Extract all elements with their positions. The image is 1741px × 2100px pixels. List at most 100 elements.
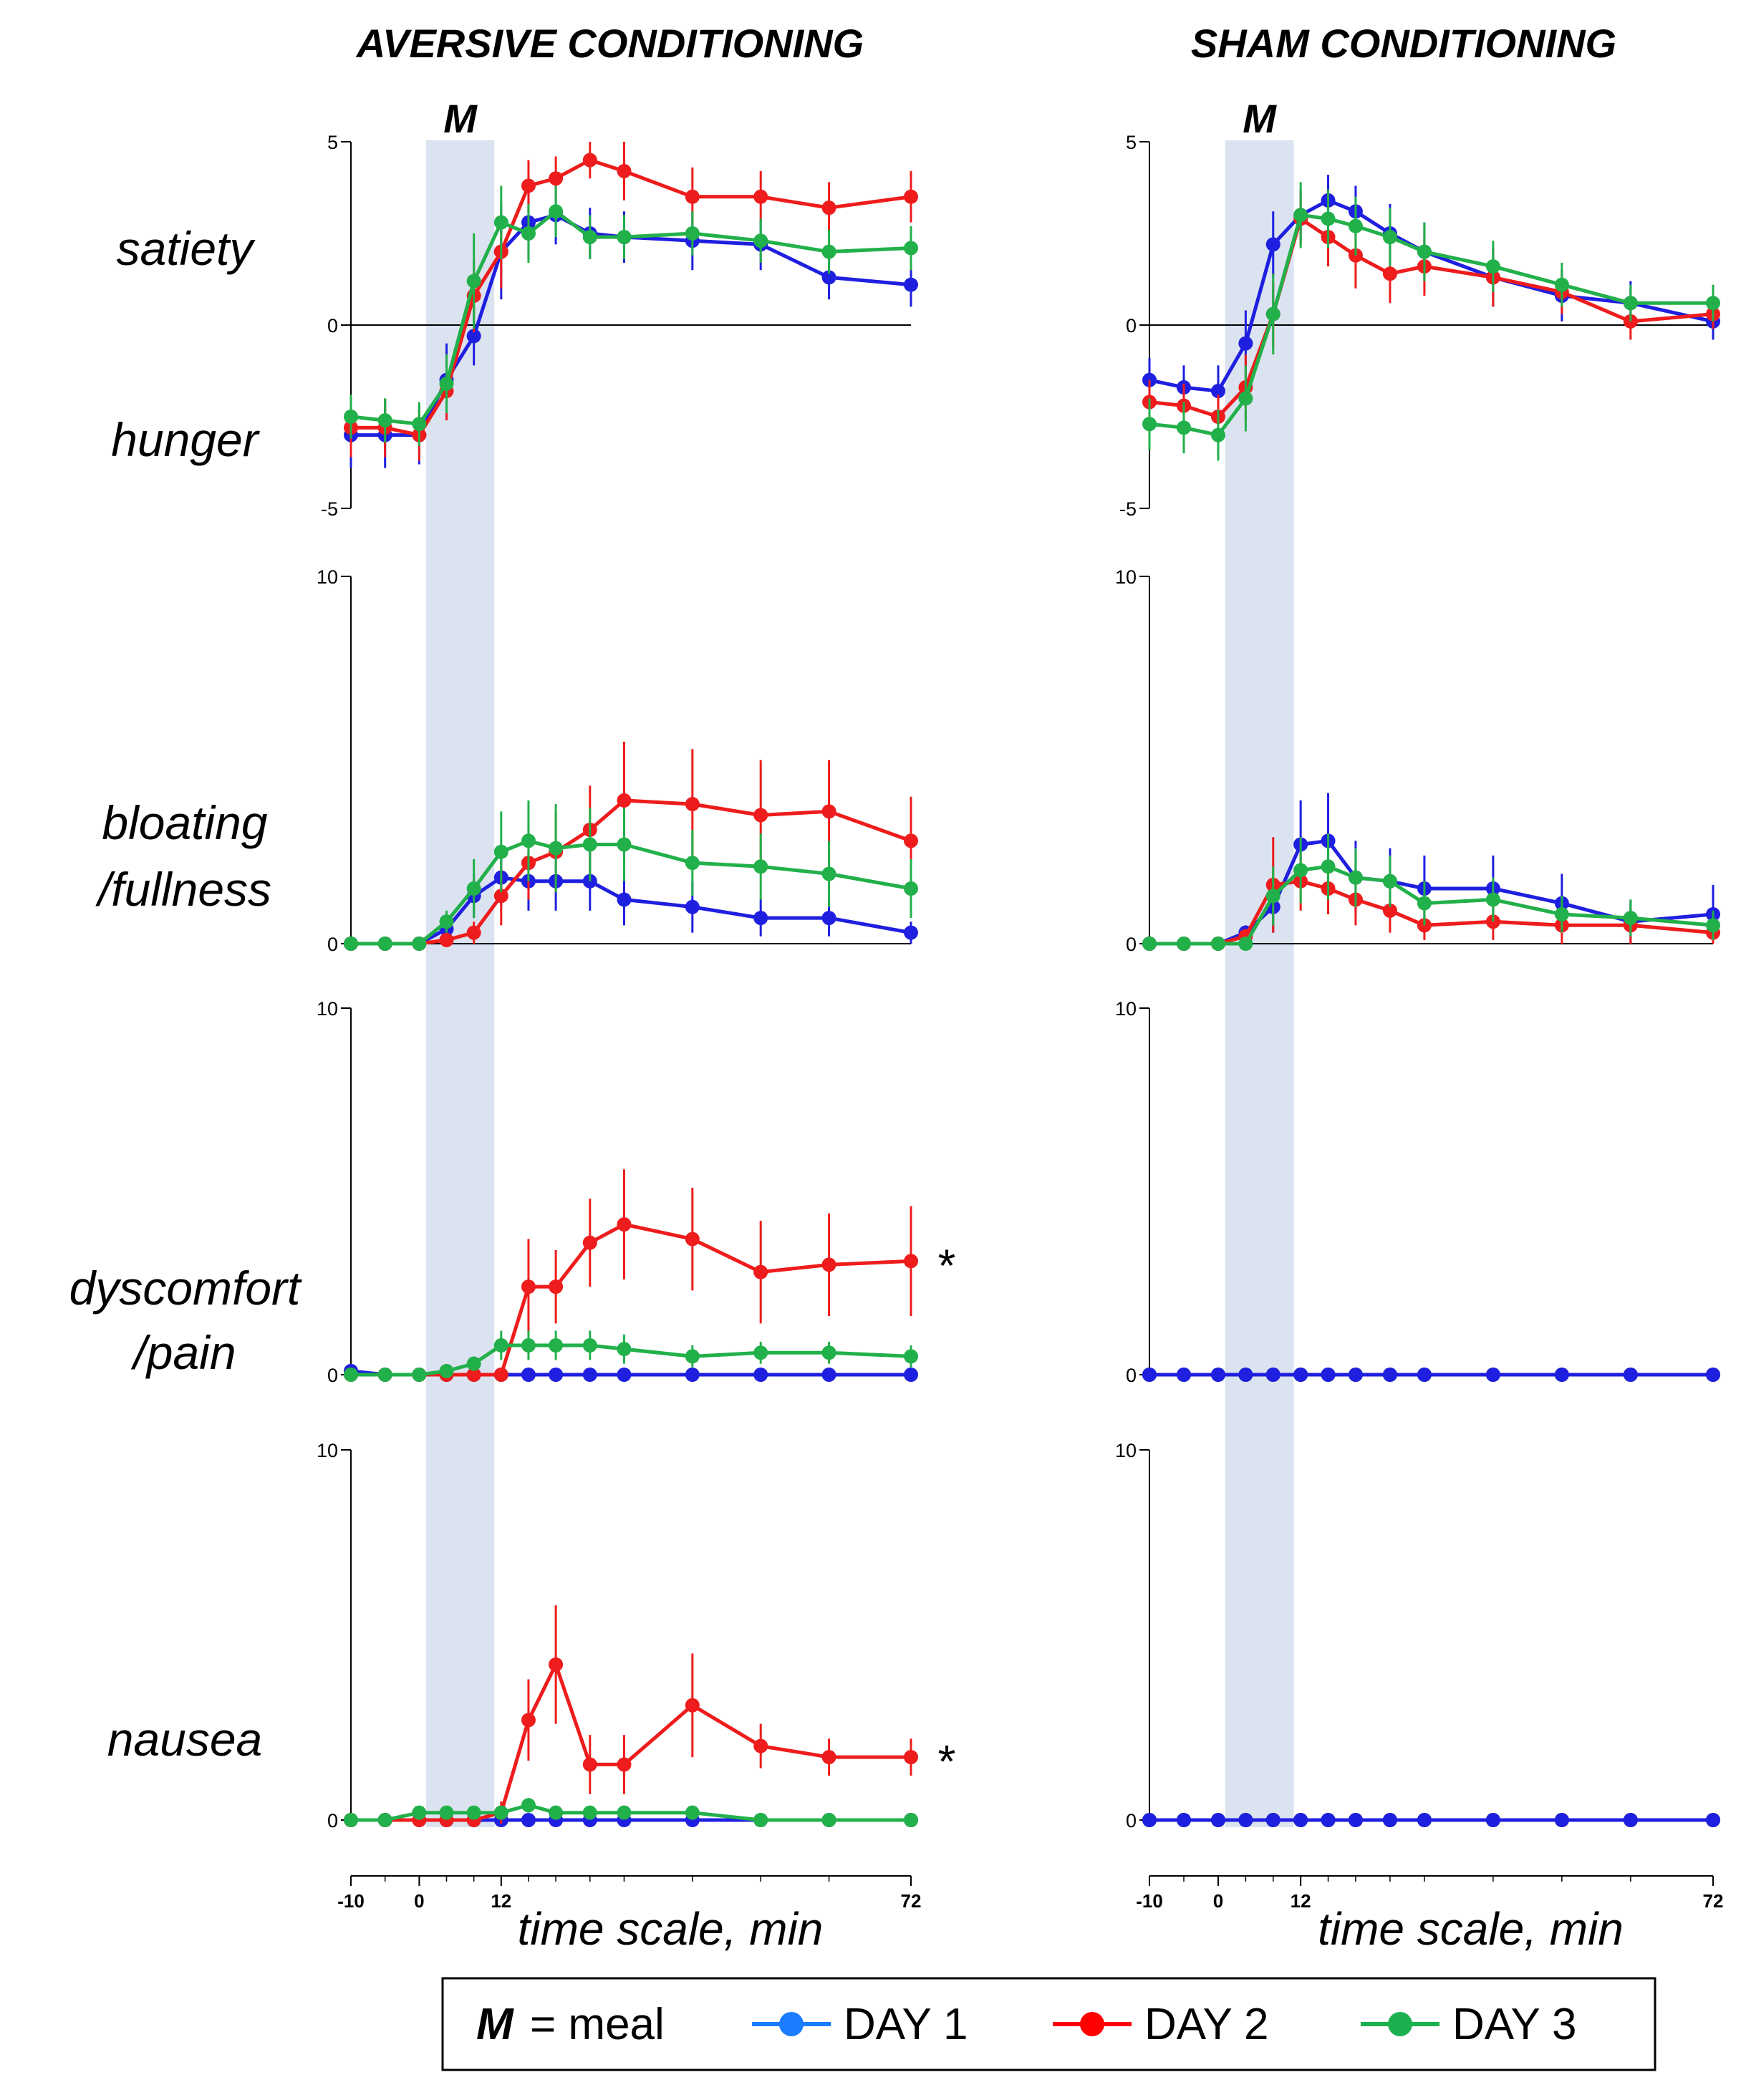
data-point bbox=[377, 937, 392, 951]
data-point bbox=[1210, 384, 1225, 399]
data-point bbox=[1142, 937, 1157, 951]
y-tick-label: 0 bbox=[327, 934, 338, 955]
data-point bbox=[821, 804, 836, 819]
panel-discomfort-pain: 10 0 bbox=[1115, 998, 1720, 1386]
data-point bbox=[821, 1750, 836, 1765]
data-point bbox=[1176, 937, 1191, 951]
data-point bbox=[1321, 859, 1336, 874]
legend-marker bbox=[1080, 2012, 1104, 2036]
y-tick-label: 0 bbox=[327, 1365, 338, 1386]
data-point bbox=[1321, 1813, 1336, 1827]
data-point bbox=[753, 1368, 768, 1382]
data-point bbox=[821, 866, 836, 881]
data-point bbox=[1210, 937, 1225, 951]
data-point bbox=[1706, 1368, 1720, 1382]
data-point bbox=[1485, 1813, 1500, 1827]
data-point bbox=[412, 937, 427, 951]
data-point bbox=[1417, 244, 1432, 259]
data-point bbox=[582, 1235, 597, 1250]
data-point bbox=[685, 1805, 700, 1820]
data-point bbox=[344, 1368, 358, 1382]
y-tick-label: 5 bbox=[327, 132, 338, 153]
data-point bbox=[617, 163, 632, 178]
data-point bbox=[521, 226, 536, 241]
data-point bbox=[1142, 417, 1157, 432]
data-point bbox=[466, 881, 481, 896]
data-point bbox=[439, 376, 454, 391]
legend-box bbox=[441, 1977, 1656, 2071]
meal-marker-label: M bbox=[443, 96, 478, 141]
data-point bbox=[617, 793, 632, 808]
data-point bbox=[521, 178, 536, 193]
panel-nausea: 10 0 bbox=[1115, 1440, 1720, 1832]
data-point bbox=[1238, 336, 1253, 351]
column-aversive: AVERSIVE CONDITIONING M 5 0 -5 satiety hunger 1… bbox=[69, 21, 956, 1955]
data-point bbox=[1293, 863, 1308, 878]
data-point bbox=[617, 892, 632, 907]
data-point bbox=[1238, 391, 1253, 406]
x-tick-label: 12 bbox=[491, 1890, 511, 1912]
significance-star: * bbox=[938, 1239, 956, 1291]
data-point bbox=[753, 233, 768, 248]
data-point bbox=[466, 925, 481, 940]
x-axis-title: time scale, min bbox=[1318, 1903, 1624, 1955]
panel-satiety-hunger: 5 0 -5 bbox=[1119, 132, 1720, 520]
data-point bbox=[1348, 1813, 1363, 1827]
panel-bloating-fullness: 10 0 bbox=[1115, 566, 1720, 955]
data-point bbox=[1382, 230, 1397, 245]
data-point bbox=[549, 1338, 564, 1353]
series-day-3 bbox=[1142, 833, 1720, 951]
data-point bbox=[821, 911, 836, 926]
data-point bbox=[685, 856, 700, 871]
data-point bbox=[1554, 906, 1569, 921]
legend-entry-day-2: DAY 2 bbox=[1053, 2000, 1268, 2049]
data-point bbox=[753, 911, 768, 926]
x-tick-label: 0 bbox=[1213, 1890, 1223, 1912]
meal-band bbox=[1225, 140, 1294, 1827]
x-tick-label: -10 bbox=[337, 1890, 365, 1912]
y-tick-label: 0 bbox=[1126, 315, 1137, 337]
row-label: satiety bbox=[117, 222, 256, 275]
data-point bbox=[439, 932, 454, 947]
x-tick-label: 72 bbox=[1703, 1890, 1724, 1912]
data-point bbox=[821, 1813, 836, 1827]
y-tick-label: 10 bbox=[1115, 998, 1137, 1020]
data-point bbox=[904, 277, 918, 292]
data-point bbox=[1238, 937, 1253, 951]
legend-marker bbox=[1388, 2012, 1412, 2036]
legend-entry-day-3: DAY 3 bbox=[1361, 2000, 1576, 2049]
data-point bbox=[1265, 1813, 1281, 1827]
row-label: /pain bbox=[130, 1326, 236, 1379]
series-day-3 bbox=[344, 800, 918, 951]
data-point bbox=[582, 153, 597, 168]
data-point bbox=[1382, 1813, 1397, 1827]
data-point bbox=[377, 1813, 392, 1827]
data-point bbox=[753, 189, 768, 204]
data-point bbox=[1382, 903, 1397, 918]
y-tick-label: 0 bbox=[327, 315, 338, 337]
row-label: /fullness bbox=[95, 863, 271, 916]
data-point bbox=[821, 1345, 836, 1360]
data-point bbox=[1265, 889, 1281, 904]
data-point bbox=[1623, 1368, 1638, 1382]
significance-star: * bbox=[938, 1736, 956, 1787]
series-line bbox=[350, 209, 912, 426]
data-point bbox=[344, 1813, 358, 1827]
series-day-3 bbox=[344, 1797, 918, 1827]
data-point bbox=[493, 889, 508, 904]
data-point bbox=[904, 189, 918, 204]
data-point bbox=[1176, 1368, 1191, 1382]
data-point bbox=[1265, 237, 1281, 252]
data-point bbox=[439, 914, 454, 929]
data-point bbox=[685, 1368, 700, 1382]
data-point bbox=[493, 1805, 508, 1820]
data-point bbox=[1623, 911, 1638, 926]
data-point bbox=[1417, 1813, 1432, 1827]
row-label: hunger bbox=[111, 413, 261, 466]
data-point bbox=[344, 937, 358, 951]
data-point bbox=[1265, 1368, 1281, 1382]
data-point bbox=[493, 1338, 508, 1353]
column-title: SHAM CONDITIONING bbox=[1191, 21, 1616, 66]
data-point bbox=[377, 413, 392, 428]
